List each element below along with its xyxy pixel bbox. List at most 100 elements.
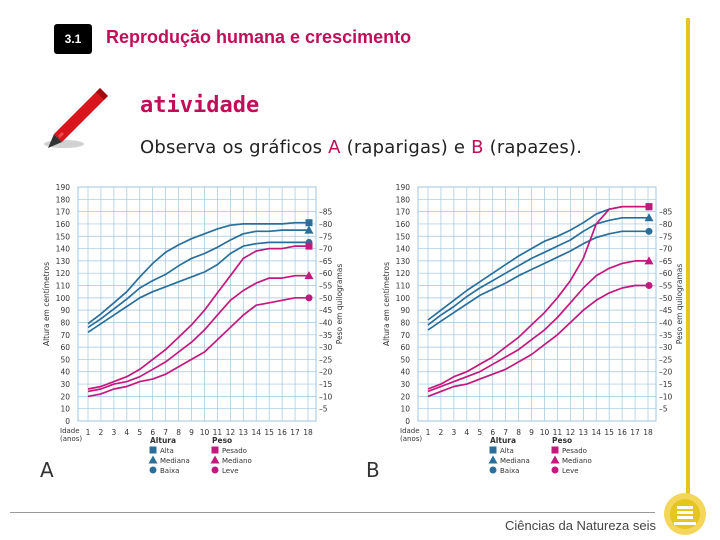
y2-tick-label: –60 xyxy=(319,269,333,278)
y2-axis-title: Peso em quilogramas xyxy=(675,264,684,345)
legend-marker-height xyxy=(149,446,157,454)
chart-a-ref: A xyxy=(328,137,341,158)
series-end-marker xyxy=(645,282,653,290)
instruction-text-mid: e xyxy=(447,137,472,158)
y2-tick-label: –60 xyxy=(659,269,673,278)
x-tick-label: 2 xyxy=(99,428,104,437)
instruction-text: Observa os gráficos xyxy=(140,137,329,158)
series-line xyxy=(87,296,308,398)
y-tick-label: 120 xyxy=(56,269,71,278)
series-end-marker xyxy=(644,213,654,222)
y-tick-label: 130 xyxy=(56,257,71,266)
y2-tick-label: –70 xyxy=(319,245,333,254)
y-tick-label: 100 xyxy=(396,294,411,303)
y-tick-label: 40 xyxy=(60,368,70,377)
chart-a-label: A xyxy=(40,458,54,482)
chart-a-desc: (raparigas) xyxy=(340,137,448,158)
y2-tick-label: –45 xyxy=(319,306,333,315)
y2-tick-label: –35 xyxy=(319,331,333,340)
x-tick-label: 8 xyxy=(516,428,521,437)
y-tick-label: 50 xyxy=(60,355,70,364)
y2-tick-label: –10 xyxy=(659,392,673,401)
x-tick-label: 10 xyxy=(200,428,210,437)
chart-b-label: B xyxy=(366,458,380,482)
x-tick-label: 17 xyxy=(630,428,640,437)
y2-tick-label: –40 xyxy=(319,318,333,327)
y-tick-label: 40 xyxy=(400,368,410,377)
y2-tick-label: –85 xyxy=(659,208,673,217)
y-tick-label: 50 xyxy=(400,355,410,364)
x-tick-label: 13 xyxy=(579,428,589,437)
series-end-marker xyxy=(304,271,314,280)
y2-tick-label: –15 xyxy=(659,380,673,389)
legend-label-weight: Leve xyxy=(222,467,239,475)
growth-chart-raparigas: 0102030405060708090100110120130140150160… xyxy=(42,183,344,475)
legend-marker-weight xyxy=(210,455,220,464)
y-tick-label: 100 xyxy=(56,294,71,303)
plot-area xyxy=(77,186,317,422)
y2-tick-label: –30 xyxy=(319,343,333,352)
y2-tick-label: –75 xyxy=(319,232,333,241)
legend-title-weight: Peso xyxy=(212,436,232,445)
legend-marker-weight xyxy=(551,446,559,454)
x-tick-label: 18 xyxy=(643,428,653,437)
x-tick-label: 8 xyxy=(176,428,181,437)
y-tick-label: 160 xyxy=(56,220,71,229)
legend-label-height: Alta xyxy=(160,447,174,455)
decorative-vertical-rule xyxy=(686,18,690,498)
y-tick-label: 30 xyxy=(60,380,70,389)
legend-marker-height xyxy=(489,466,497,474)
y-tick-label: 140 xyxy=(396,245,411,254)
y-tick-label: 170 xyxy=(396,208,411,217)
x-tick-label: 1 xyxy=(86,428,91,437)
y-tick-label: 20 xyxy=(400,392,410,401)
y-tick-label: 20 xyxy=(60,392,70,401)
footer-text: Ciências da Natureza seis xyxy=(505,518,657,533)
legend-marker-height xyxy=(149,466,157,474)
y2-tick-label: –80 xyxy=(319,220,333,229)
y2-tick-label: –10 xyxy=(319,392,333,401)
y-tick-label: 190 xyxy=(56,183,71,192)
section-badge: 3.1 xyxy=(54,24,92,54)
x-tick-label: 5 xyxy=(137,428,142,437)
activity-title: atividade xyxy=(140,93,260,118)
x-tick-label: 6 xyxy=(150,428,155,437)
series-line xyxy=(427,284,648,398)
series-line xyxy=(87,241,308,334)
y2-tick-label: –20 xyxy=(319,368,333,377)
y2-tick-label: –75 xyxy=(659,232,673,241)
y-tick-label: 190 xyxy=(396,183,411,192)
y-tick-label: 60 xyxy=(400,343,410,352)
y2-tick-label: –50 xyxy=(319,294,333,303)
y-tick-label: 0 xyxy=(65,417,70,426)
legend-label-weight: Mediano xyxy=(562,457,592,465)
legend-label-weight: Pesado xyxy=(222,447,247,455)
series-line xyxy=(427,260,648,393)
legend-label-weight: Pesado xyxy=(562,447,587,455)
publisher-logo-icon xyxy=(664,493,706,535)
y2-tick-label: –5 xyxy=(659,405,668,414)
y2-tick-label: –20 xyxy=(659,368,673,377)
series-end-marker xyxy=(645,203,653,211)
y2-tick-label: –25 xyxy=(319,355,333,364)
y2-tick-label: –30 xyxy=(659,343,673,352)
y-tick-label: 60 xyxy=(60,343,70,352)
y-tick-label: 180 xyxy=(56,195,71,204)
y2-tick-label: –5 xyxy=(319,405,328,414)
y-tick-label: 130 xyxy=(396,257,411,266)
y2-tick-label: –50 xyxy=(659,294,673,303)
series-line xyxy=(87,245,308,390)
x-tick-label: 7 xyxy=(503,428,508,437)
series-end-marker xyxy=(304,225,314,234)
y-tick-label: 110 xyxy=(396,282,411,291)
x-tick-label: 12 xyxy=(226,428,236,437)
x-axis-title: Idade xyxy=(400,427,420,435)
series-end-marker xyxy=(644,256,654,265)
y2-tick-label: –15 xyxy=(319,380,333,389)
legend-marker-weight xyxy=(551,466,559,474)
series-end-marker xyxy=(305,294,313,302)
footer-divider xyxy=(10,512,655,513)
legend-marker-weight xyxy=(211,466,219,474)
activity-instruction: Observa os gráficos A (raparigas) e B (r… xyxy=(140,137,582,158)
legend-marker-height xyxy=(148,455,158,464)
